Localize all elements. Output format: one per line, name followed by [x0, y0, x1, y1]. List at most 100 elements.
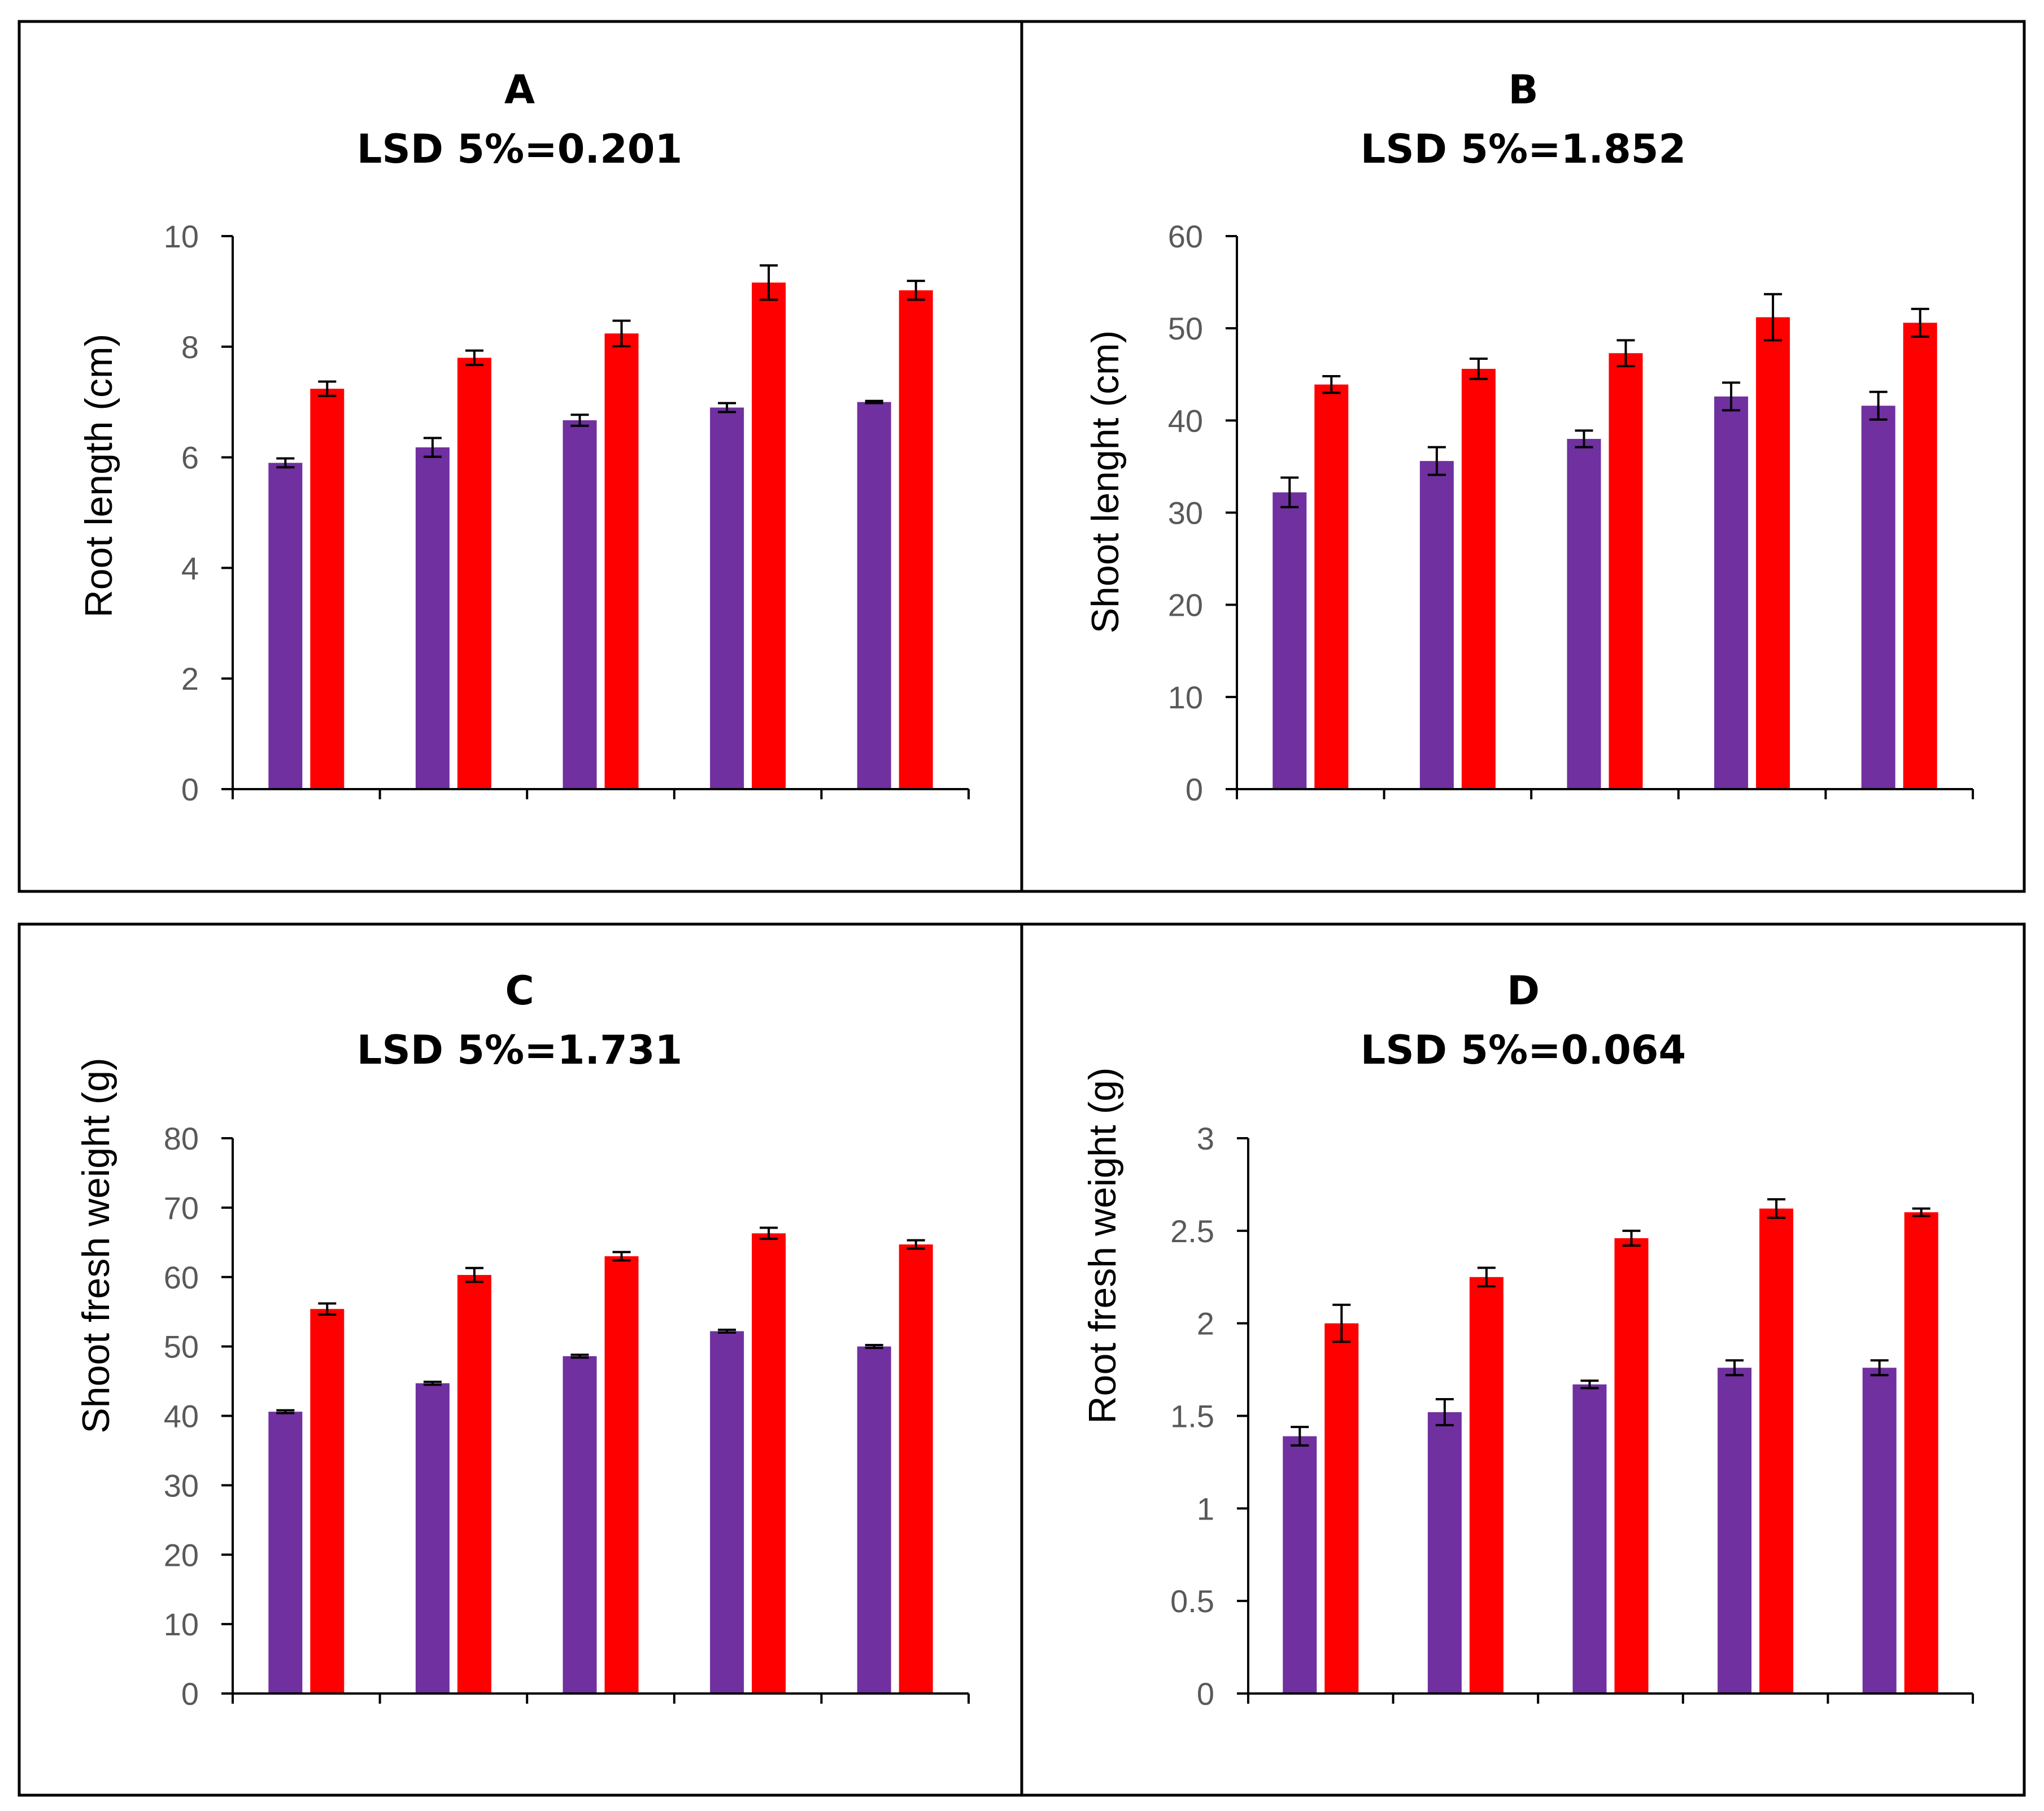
panel-b-errorbar-s1-c3: [1575, 429, 1593, 449]
panel-c-plot: 0 10 20 30 40 50 60 70 80: [164, 1121, 970, 1712]
panel-b-bar-s2-c3: [1609, 353, 1643, 789]
panel-a-bar-s1-c1: [268, 463, 303, 789]
panel-c-bar-s1-c2: [415, 1383, 450, 1694]
panel-a-plot: 0 2 4 6 8 10: [164, 219, 970, 807]
panel-c-errorbar-s1-c5: [865, 1344, 883, 1349]
panel-c-y-tick-label: 30: [164, 1468, 199, 1503]
panel-d-frame: [1020, 922, 2026, 1797]
panel-b-errorbar-s2-c3: [1616, 339, 1635, 368]
panel-a-errorbar-s1-c1: [276, 457, 295, 469]
panel-a-errorbar-s2-c2: [465, 349, 483, 367]
panel-c-errorbar-s1-c2: [423, 1381, 442, 1386]
panel-c-y-tick-label: 20: [164, 1537, 199, 1573]
panel-b-bar-s1-c2: [1419, 461, 1454, 789]
panel-c-errorbar-s1-c1: [276, 1409, 295, 1414]
panel-b-errorbar-s2-c1: [1322, 375, 1341, 394]
panel-b-y-axis-label: Shoot lenght (cm): [1084, 330, 1127, 634]
panel-c-y-tick-label: 50: [164, 1329, 199, 1365]
panel-a-errorbar-s1-c5: [865, 399, 883, 404]
panel-a-bar-s1-c4: [710, 407, 744, 789]
panel-a-bar-s1-c3: [563, 420, 597, 789]
panel-d: D LSD 5%=0.064 Root fresh weight (g) 0 0.…: [1081, 968, 1974, 1712]
panel-a-subtitle: LSD 5%=0.201: [357, 126, 682, 172]
panel-d-bar-s2-c4: [1759, 1208, 1794, 1694]
panel-a-y-tick-label: 6: [181, 440, 199, 476]
panel-b-bar-s2-c1: [1314, 384, 1349, 789]
panel-c-subtitle: LSD 5%=1.731: [357, 1027, 682, 1073]
panel-a-errorbar-s1-c3: [570, 413, 589, 427]
panel-d-y-tick-label: 2.5: [1170, 1213, 1214, 1249]
panel-d-y-tick-label: 1.5: [1170, 1399, 1214, 1434]
panel-c-errorbar-s2-c1: [318, 1302, 337, 1316]
panel-b-y-tick-label: 50: [1168, 311, 1203, 346]
panel-b-errorbar-s1-c4: [1722, 381, 1741, 412]
panel-d-plot: 0 0.5 1 1.5 2 2.5 3: [1170, 1121, 1974, 1712]
panel-b-y-tick-label: 10: [1168, 680, 1203, 715]
panel-a-y-tick-label: 8: [181, 329, 199, 365]
panel-d-errorbar-s2-c1: [1332, 1303, 1351, 1343]
panel-c-errorbar-s1-c3: [570, 1353, 589, 1359]
panel-d-errorbar-s2-c5: [1912, 1207, 1930, 1217]
panel-a: A LSD 5%=0.201 Root length (cm) 0 2 4 6 8 10: [77, 67, 970, 807]
panel-b-subtitle: LSD 5%=1.852: [1361, 126, 1686, 172]
panel-a-y-axis-label: Root length (cm): [77, 334, 120, 618]
panel-a-y-tick-label: 4: [181, 550, 199, 586]
panel-b-bar-s1-c3: [1567, 438, 1601, 789]
panel-d-bar-s2-c3: [1614, 1238, 1649, 1694]
panel-c-y-tick-label: 10: [164, 1607, 199, 1642]
panel-b-errorbar-s2-c2: [1469, 358, 1488, 380]
panel-b-errorbar-s2-c4: [1764, 293, 1782, 342]
panel-c-bar-s1-c3: [563, 1356, 597, 1694]
panel-c-y-tick-label: 60: [164, 1260, 199, 1295]
panel-b-errorbar-s1-c2: [1427, 446, 1446, 476]
panel-a-bar-s2-c1: [310, 389, 345, 789]
panel-d-bar-s1-c1: [1283, 1436, 1317, 1694]
panel-b-y-tick-label: 30: [1168, 495, 1203, 531]
panel-b-y-tick-label: 20: [1168, 587, 1203, 623]
panel-b-bar-s1-c1: [1272, 492, 1307, 789]
panel-b-y-tick-label: 40: [1168, 403, 1203, 438]
panel-a-bar-s1-c2: [415, 447, 450, 789]
panel-a-y-tick-label: 2: [181, 661, 199, 696]
panel-d-y-axis-label: Root fresh weight (g): [1081, 1067, 1124, 1423]
panel-c-bar-s1-c5: [857, 1346, 891, 1694]
panel-c-bar-s1-c4: [710, 1331, 744, 1694]
panel-d-bar-s1-c4: [1718, 1368, 1752, 1694]
panel-c-errorbar-s2-c3: [612, 1251, 631, 1262]
panel-d-errorbar-s2-c2: [1477, 1266, 1496, 1288]
panel-c-errorbar-s2-c4: [760, 1226, 778, 1240]
panel-d-y-tick-label: 0: [1197, 1676, 1214, 1712]
panel-a-bar-s1-c5: [857, 402, 891, 789]
panel-c-bar-s2-c4: [752, 1233, 786, 1694]
panel-c-y-tick-label: 0: [181, 1676, 199, 1712]
panel-c-y-tick-label: 40: [164, 1399, 199, 1434]
panel-b-bar-s2-c4: [1756, 317, 1790, 789]
panel-d-errorbar-s1-c2: [1435, 1398, 1454, 1426]
panel-c-title: C: [505, 968, 534, 1014]
panel-c-bar-s2-c3: [604, 1256, 639, 1694]
panel-c-y-axis-label: Shoot fresh weight (g): [75, 1057, 117, 1433]
panel-b-errorbar-s2-c5: [1911, 307, 1929, 338]
panel-c-bar-s2-c5: [899, 1244, 933, 1694]
panel-b-bar-s1-c5: [1861, 406, 1895, 789]
panel-b-y-tick-label: 60: [1168, 219, 1203, 254]
panel-a-bar-s2-c4: [752, 282, 786, 790]
panel-d-errorbar-s2-c3: [1622, 1229, 1641, 1247]
panel-d-errorbar-s1-c5: [1870, 1359, 1889, 1377]
panel-c-bar-s2-c1: [310, 1309, 345, 1694]
panel-b-errorbar-s1-c5: [1869, 390, 1888, 421]
panel-a-errorbar-s2-c1: [318, 380, 337, 397]
panel-b-bar-s1-c4: [1714, 396, 1749, 789]
panel-a-errorbar-s2-c5: [906, 280, 925, 301]
panel-d-bar-s1-c3: [1572, 1384, 1607, 1694]
panel-b-y-tick-label: 0: [1186, 772, 1203, 807]
panel-d-bar-s1-c2: [1427, 1412, 1462, 1694]
panel-d-errorbar-s1-c4: [1725, 1359, 1744, 1377]
panel-d-bar-s2-c1: [1324, 1323, 1359, 1694]
panel-b: B LSD 5%=1.852 Shoot lenght (cm) 0 10 20 30…: [1084, 67, 1974, 807]
panel-c-bar-s1-c1: [268, 1412, 303, 1694]
panel-b-frame: [1020, 20, 2026, 893]
panel-b-plot: 0 10 20 30 40 50 60: [1168, 219, 1974, 807]
panel-c-errorbar-s1-c4: [718, 1329, 736, 1334]
